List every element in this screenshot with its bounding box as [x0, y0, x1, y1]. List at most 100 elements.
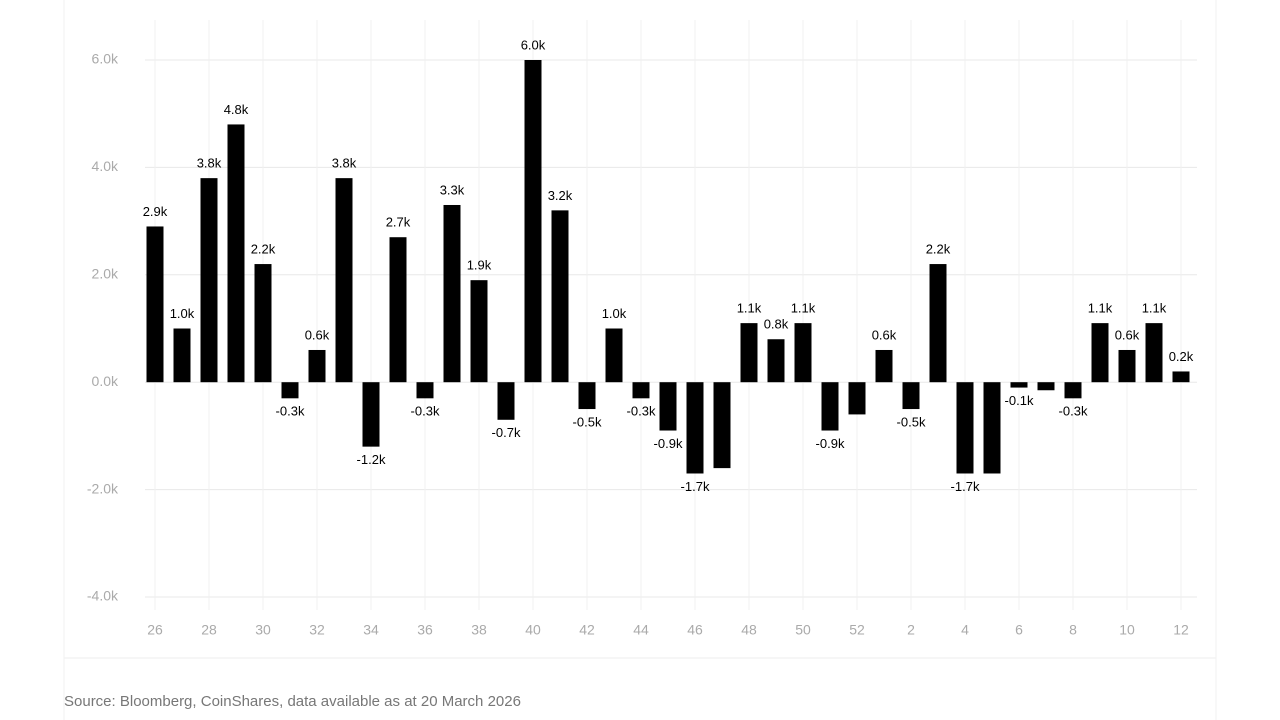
x-tick-label: 34 [363, 622, 379, 638]
x-tick-label: 30 [255, 622, 271, 638]
bar [1037, 382, 1055, 391]
bar [1064, 382, 1082, 399]
value-label: 3.3k [440, 182, 465, 197]
value-label: 0.6k [1115, 327, 1140, 342]
value-label: -0.5k [897, 414, 926, 429]
value-label: -0.9k [816, 436, 845, 451]
bar [929, 264, 947, 383]
value-label: 6.0k [521, 37, 546, 52]
x-tick-label: 6 [1015, 622, 1023, 638]
y-tick-label: 6.0k [92, 51, 119, 67]
bar [1118, 349, 1136, 383]
x-tick-label: 28 [201, 622, 217, 638]
value-label: -0.1k [1005, 393, 1034, 408]
bar [767, 339, 785, 383]
x-tick-label: 4 [961, 622, 969, 638]
value-label: -0.3k [276, 404, 305, 419]
bar [389, 237, 407, 383]
bar [794, 323, 812, 383]
x-tick-label: 40 [525, 622, 541, 638]
value-label: 0.6k [305, 327, 330, 342]
value-label: -0.9k [654, 436, 683, 451]
bar [146, 226, 164, 383]
bar [875, 349, 893, 383]
value-label: 1.0k [170, 306, 195, 321]
bar [362, 382, 380, 447]
value-label: 0.6k [872, 327, 897, 342]
x-tick-label: 46 [687, 622, 703, 638]
bar [686, 382, 704, 474]
bar [632, 382, 650, 399]
bar [173, 328, 191, 383]
x-tick-label: 42 [579, 622, 595, 638]
value-label: -0.3k [411, 404, 440, 419]
value-label: 0.8k [764, 317, 789, 332]
bar [1010, 382, 1028, 388]
x-tick-label: 36 [417, 622, 433, 638]
value-label: 1.9k [467, 258, 492, 273]
value-label: 3.2k [548, 188, 573, 203]
x-tick-label: 32 [309, 622, 325, 638]
y-tick-label: 0.0k [92, 373, 119, 389]
bar [470, 280, 488, 383]
value-label: 2.9k [143, 204, 168, 219]
value-label: 4.8k [224, 102, 249, 117]
bar [551, 210, 569, 383]
value-label: 1.1k [737, 301, 762, 316]
x-tick-label: 26 [147, 622, 163, 638]
bar [713, 382, 731, 469]
value-label: 0.2k [1169, 349, 1194, 364]
bar [659, 382, 677, 431]
x-tick-label: 48 [741, 622, 757, 638]
value-label: 1.1k [1088, 301, 1113, 316]
y-tick-label: -4.0k [87, 588, 119, 604]
value-label: 2.2k [926, 241, 951, 256]
x-tick-label: 38 [471, 622, 487, 638]
bar [416, 382, 434, 399]
value-label: -1.7k [951, 479, 980, 494]
bar [200, 178, 218, 383]
value-label: -0.3k [1059, 404, 1088, 419]
x-tick-label: 8 [1069, 622, 1077, 638]
value-label: -0.3k [627, 404, 656, 419]
value-label: -0.5k [573, 414, 602, 429]
bar [983, 382, 1001, 474]
value-label: -1.7k [681, 479, 710, 494]
value-label: 2.7k [386, 215, 411, 230]
bar [443, 204, 461, 383]
bar [227, 124, 245, 383]
value-label: 1.0k [602, 306, 627, 321]
x-tick-label: 12 [1173, 622, 1189, 638]
x-tick-label: 44 [633, 622, 649, 638]
y-tick-label: -2.0k [87, 480, 119, 496]
bar [956, 382, 974, 474]
value-label: -1.2k [357, 452, 386, 467]
bar [740, 323, 758, 383]
bar [1091, 323, 1109, 383]
value-label: 2.2k [251, 241, 276, 256]
bar [1172, 371, 1190, 383]
x-tick-label: 10 [1119, 622, 1135, 638]
bar [254, 264, 272, 383]
value-label: 1.1k [791, 301, 816, 316]
bar [821, 382, 839, 431]
bar [497, 382, 515, 420]
value-label: 1.1k [1142, 301, 1167, 316]
bar [578, 382, 596, 410]
value-label: -0.7k [492, 425, 521, 440]
value-label: 3.8k [197, 156, 222, 171]
bar [902, 382, 920, 410]
value-label: 3.8k [332, 156, 357, 171]
x-tick-label: 52 [849, 622, 865, 638]
y-tick-label: 2.0k [92, 266, 119, 282]
bar [335, 178, 353, 383]
x-tick-label: 50 [795, 622, 811, 638]
bar [308, 349, 326, 383]
bar [281, 382, 299, 399]
bar [1145, 323, 1163, 383]
x-tick-label: 2 [907, 622, 915, 638]
bar [524, 60, 542, 383]
source-note: Source: Bloomberg, CoinShares, data avai… [64, 693, 521, 710]
bar [605, 328, 623, 383]
